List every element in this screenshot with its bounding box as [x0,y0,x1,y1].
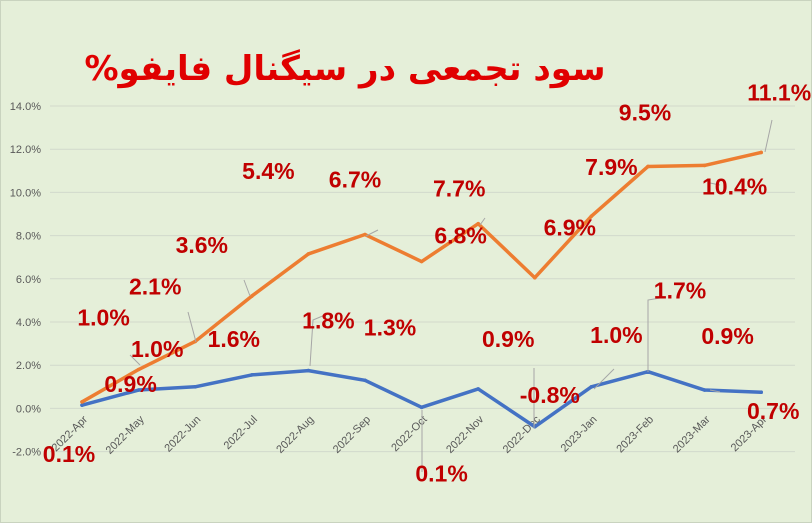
data-label: 0.7% [747,398,799,424]
leader-line [709,389,721,393]
data-point [702,163,707,168]
leader-line [709,182,721,186]
data-point [363,378,367,383]
data-label: 1.0% [590,322,642,348]
y-tick-label: 14.0% [10,101,41,113]
data-point [419,259,424,264]
leader-line [309,314,326,367]
data-label: 11.1% [747,79,811,105]
data-label: 5.4% [242,158,294,184]
data-point [136,367,141,372]
leader-line [187,311,197,343]
data-point [250,373,254,377]
data-label: 1.6% [208,326,260,352]
data-point [80,400,84,404]
data-label: 1.3% [364,314,416,340]
y-tick-label: -2.0% [12,447,41,459]
leader-line [365,229,379,237]
data-label: 9.5% [619,99,671,125]
data-label: -0.8% [520,382,580,408]
y-tick-label: 6.0% [16,274,41,286]
data-point [476,221,481,226]
y-tick-label: 8.0% [16,231,41,243]
y-axis-ticks: -2.0% 0.0% 2.0% 4.0% 6.0% 8.0% 10.0% 12.0% 14.0% [10,101,41,459]
leader-line [593,368,615,390]
data-point [80,403,84,407]
data-point [759,150,763,155]
grid-layer [50,105,795,453]
leader-line [647,297,661,372]
data-point [476,387,481,391]
y-tick-label: 4.0% [16,317,41,329]
chart-title: سود تجمعی در سیگنال فایفو% [84,49,605,89]
leader-lines [129,119,773,472]
data-point [533,275,537,280]
data-label: 7.9% [585,154,637,180]
leader-line [129,354,141,366]
data-point [589,385,594,389]
data-label: 1.0% [131,336,183,362]
data-point [306,368,311,373]
data-point [193,385,197,389]
data-label: 3.6% [176,232,228,258]
data-label: 0.9% [701,323,753,349]
data-point [759,390,763,395]
data-label: 7.7% [433,176,485,202]
data-label: 0.9% [104,371,156,397]
data-point [702,388,707,392]
leader-line [243,279,251,297]
y-tick-label: 2.0% [16,360,41,372]
data-label: 1.8% [302,308,354,334]
data-label: 1.7% [654,278,706,304]
data-label: 6.9% [544,215,596,241]
data-label: 1.0% [77,305,129,331]
data-label: 0.9% [482,326,534,352]
data-label: 6.7% [329,167,381,193]
data-point [306,252,311,256]
leader-line [764,119,773,153]
y-tick-label: 10.0% [10,187,41,199]
data-label: 2.1% [129,273,181,299]
data-point [419,405,424,410]
data-point [363,232,367,237]
y-tick-label: 12.0% [10,144,41,156]
data-label: 0.1% [415,460,467,486]
data-point [589,214,594,218]
data-label: 0.1% [43,441,95,467]
data-label: 6.8% [434,223,486,249]
data-label: 10.4% [702,173,767,199]
y-tick-label: 0.0% [16,403,41,415]
data-point [646,164,650,169]
leader-line [479,217,486,226]
data-labels: 0.9% 1.0% 1.6% 1.8% 1.3% 0.1% 0.9% -0.8% 1.0% 1.7… [43,79,811,486]
data-point [250,294,254,298]
data-point [136,388,141,392]
